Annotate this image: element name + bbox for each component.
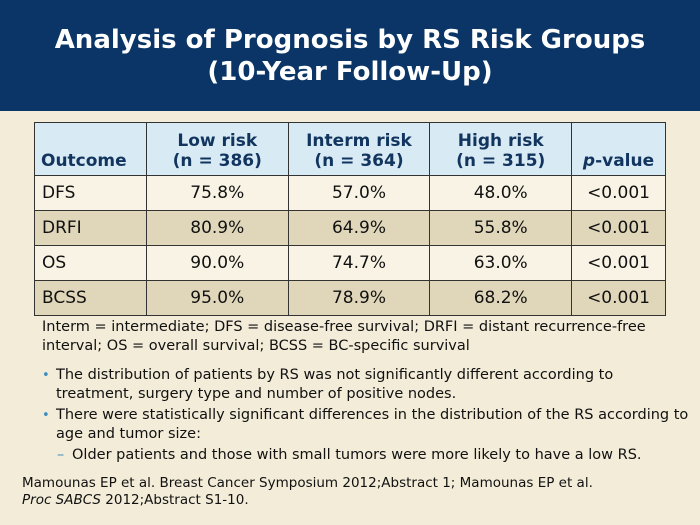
cell-p: <0.001: [571, 280, 666, 316]
bullet-list: • The distribution of patients by RS was…: [42, 366, 692, 465]
bullet-item: • There were statistically significant d…: [42, 406, 692, 444]
header-p-italic: p: [582, 151, 596, 171]
header-low-risk-n: (n = 386): [172, 151, 262, 171]
bullet-dot-icon: •: [42, 368, 50, 383]
cell-interm: 74.7%: [287, 245, 431, 281]
reference-line2: Proc SABCS 2012;Abstract S1-10.: [22, 492, 682, 509]
bullet-dot-icon: •: [42, 408, 50, 423]
header-high-risk: High risk (n = 315): [429, 122, 573, 176]
cell-interm: 64.9%: [287, 210, 431, 246]
table-row: OS 90.0% 74.7% 63.0% <0.001: [34, 245, 666, 281]
cell-low: 75.8%: [145, 175, 289, 211]
cell-high: 68.2%: [429, 280, 573, 316]
cell-high: 63.0%: [429, 245, 573, 281]
reference-line1: Mamounas EP et al. Breast Cancer Symposi…: [22, 475, 593, 491]
cell-low: 95.0%: [145, 280, 289, 316]
cell-p: <0.001: [571, 175, 666, 211]
reference-journal: Proc SABCS: [22, 492, 101, 508]
table-row: DFS 75.8% 57.0% 48.0% <0.001: [34, 175, 666, 211]
header-outcome: Outcome: [34, 122, 147, 176]
references: Mamounas EP et al. Breast Cancer Symposi…: [22, 475, 682, 509]
table-header-row: Outcome Low risk (n = 386) Interm risk (…: [34, 122, 666, 176]
header-low-risk: Low risk (n = 386): [145, 122, 289, 176]
header-p-value: p-value: [571, 122, 666, 176]
header-interm-risk: Interm risk (n = 364): [287, 122, 431, 176]
reference-details: 2012;Abstract S1-10.: [100, 492, 249, 508]
cell-interm: 78.9%: [287, 280, 431, 316]
bullet-text: There were statistically significant dif…: [56, 407, 689, 442]
cell-outcome: BCSS: [34, 280, 147, 316]
cell-p: <0.001: [571, 210, 666, 246]
cell-outcome: DFS: [34, 175, 147, 211]
cell-outcome: OS: [34, 245, 147, 281]
cell-p: <0.001: [571, 245, 666, 281]
cell-high: 55.8%: [429, 210, 573, 246]
abbreviations-footnote: Interm = intermediate; DFS = disease-fre…: [42, 319, 646, 354]
header-high-risk-label: High risk: [457, 131, 544, 151]
bullet-item: • The distribution of patients by RS was…: [42, 366, 692, 404]
title-banner: Analysis of Prognosis by RS Risk Groups …: [0, 0, 700, 111]
header-low-risk-label: Low risk: [177, 131, 258, 151]
header-high-risk-n: (n = 315): [456, 151, 546, 171]
header-p-rest: -value: [595, 151, 655, 171]
cell-outcome: DRFI: [34, 210, 147, 246]
bullet-text: The distribution of patients by RS was n…: [56, 367, 614, 402]
sub-bullet-text: Older patients and those with small tumo…: [72, 447, 642, 463]
bullet-dash-icon: –: [57, 447, 65, 463]
header-interm-risk-n: (n = 364): [314, 151, 404, 171]
table-row: BCSS 95.0% 78.9% 68.2% <0.001: [34, 280, 666, 316]
prognosis-table: Outcome Low risk (n = 386) Interm risk (…: [34, 122, 666, 316]
cell-low: 90.0%: [145, 245, 289, 281]
slide-title-line2: (10-Year Follow-Up): [207, 57, 493, 87]
slide-title-line1: Analysis of Prognosis by RS Risk Groups: [54, 25, 646, 55]
cell-interm: 57.0%: [287, 175, 431, 211]
header-interm-risk-label: Interm risk: [306, 131, 412, 151]
cell-high: 48.0%: [429, 175, 573, 211]
sub-bullet-item: – Older patients and those with small tu…: [42, 446, 692, 465]
cell-low: 80.9%: [145, 210, 289, 246]
table-row: DRFI 80.9% 64.9% 55.8% <0.001: [34, 210, 666, 246]
